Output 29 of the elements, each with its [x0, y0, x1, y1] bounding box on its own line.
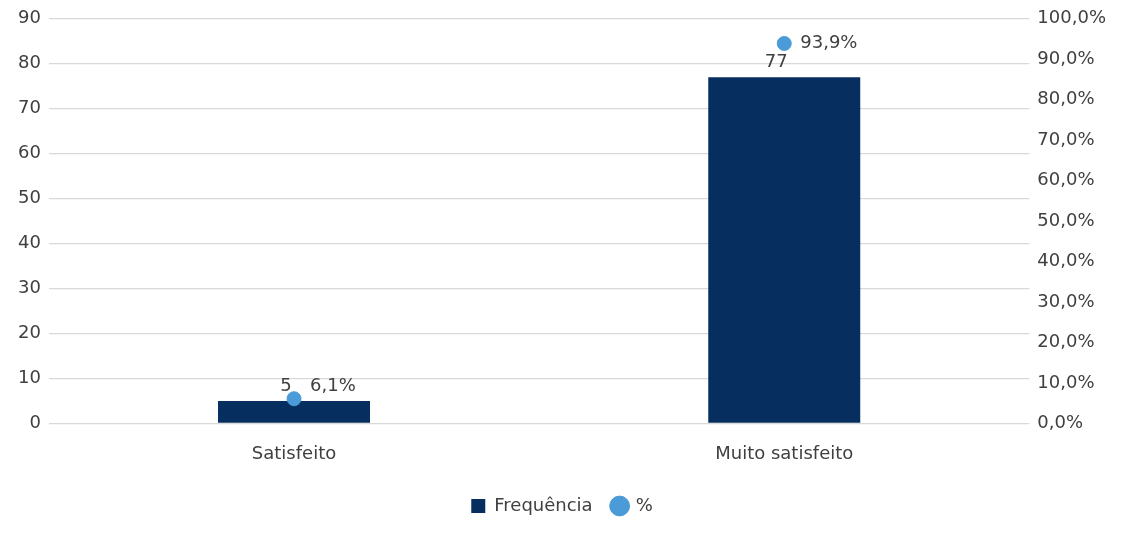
- y2-tick-label: 80,0%: [1037, 87, 1095, 109]
- y2-tick-label: 10,0%: [1037, 370, 1095, 392]
- y-tick-label: 50: [18, 186, 41, 208]
- x-tick-label: Muito satisfeito: [715, 441, 854, 463]
- y2-tick-label: 50,0%: [1037, 208, 1095, 230]
- y2-tick-label: 40,0%: [1037, 249, 1095, 271]
- y2-tick-label: 70,0%: [1037, 127, 1095, 149]
- y-tick-label: 0: [29, 411, 41, 433]
- y2-tick-label: 30,0%: [1037, 289, 1095, 311]
- y-tick-label: 60: [18, 141, 41, 163]
- legend-label: Frequência: [494, 493, 593, 515]
- y2-tick-label: 20,0%: [1037, 330, 1095, 352]
- y-tick-label: 30: [18, 276, 41, 298]
- data-label: 77: [764, 49, 788, 71]
- y-tick-label: 20: [18, 321, 41, 343]
- x-tick-label: Satisfeito: [251, 441, 337, 463]
- data-label: 6,1%: [310, 374, 356, 396]
- y2-tick-label: 60,0%: [1037, 168, 1095, 190]
- y-tick-label: 70: [18, 96, 41, 118]
- data-label: 5: [280, 373, 292, 395]
- y-tick-label: 80: [18, 51, 41, 73]
- y-tick-label: 90: [18, 6, 41, 28]
- data-label: 93,9%: [800, 31, 858, 53]
- y2-tick-label: 90,0%: [1037, 46, 1095, 68]
- y-tick-label: 40: [18, 231, 41, 253]
- legend-label: %: [635, 493, 653, 515]
- y2-tick-label: 0,0%: [1037, 411, 1084, 433]
- y2-tick-label: 100,0%: [1037, 6, 1107, 28]
- y-tick-label: 10: [18, 366, 41, 388]
